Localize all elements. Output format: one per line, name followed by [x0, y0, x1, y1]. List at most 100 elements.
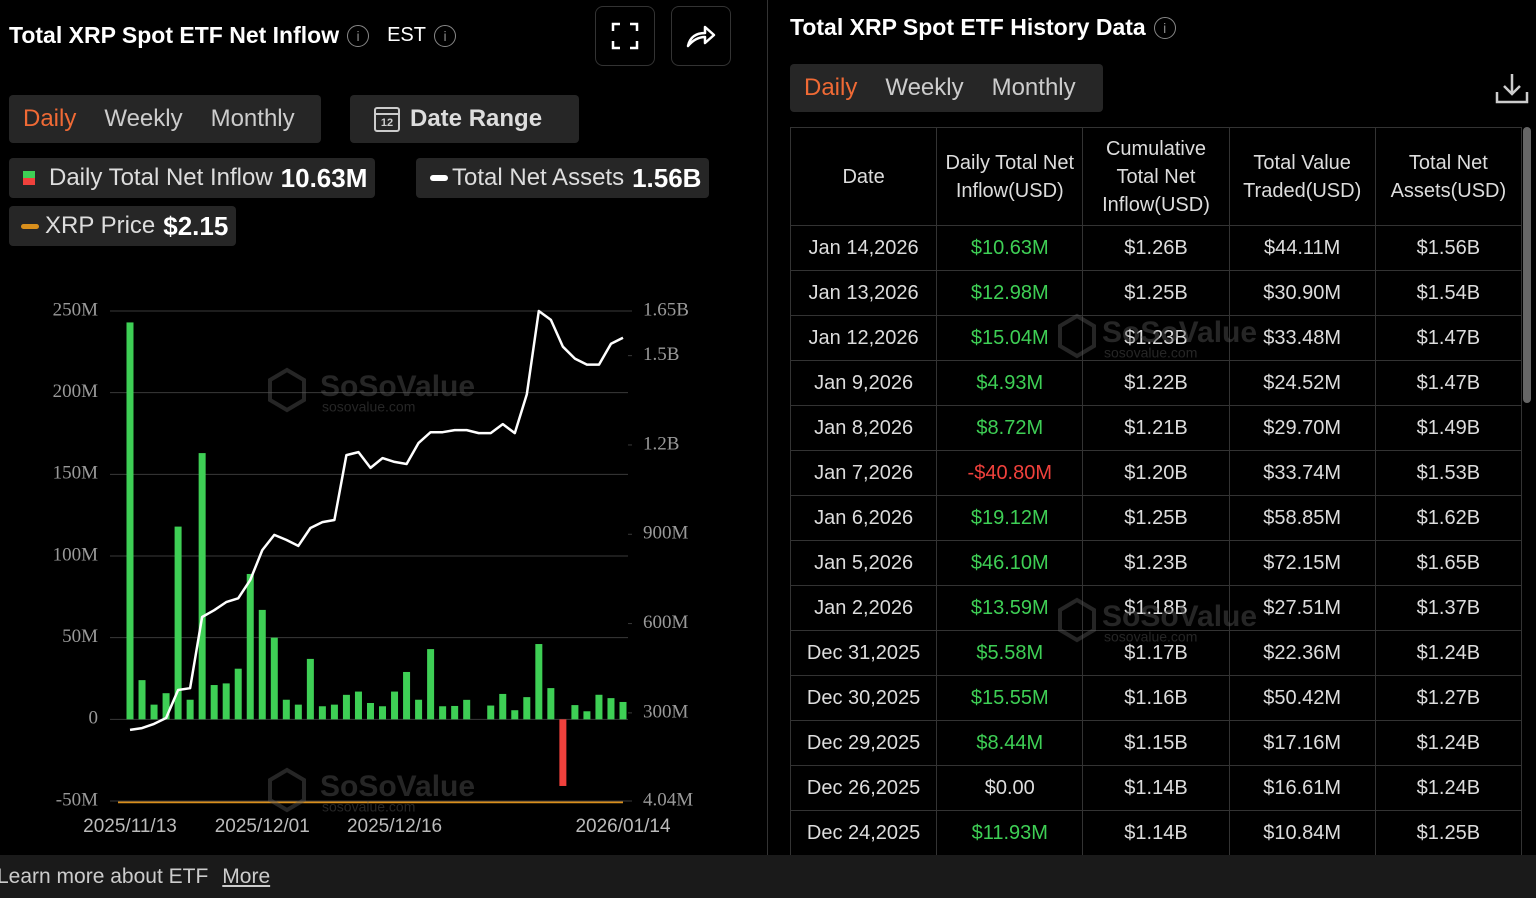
bar	[511, 710, 519, 720]
download-button[interactable]	[1494, 70, 1530, 111]
table-cell: $1.62B	[1374, 495, 1522, 541]
x-tick-label: 2025/11/13	[83, 816, 177, 837]
table-cell: $72.15M	[1228, 540, 1376, 586]
watermark-url: sosovalue.com	[322, 799, 415, 815]
table-cell: Jan 5,2026	[790, 540, 938, 586]
bar	[559, 719, 567, 786]
tab[interactable]: Weekly	[104, 105, 183, 132]
legend-value: $2.15	[163, 210, 229, 241]
table-cell: $10.63M	[936, 225, 1084, 271]
bar	[294, 704, 302, 720]
table-cell: Jan 8,2026	[790, 405, 938, 451]
footer-link[interactable]: More	[222, 864, 271, 888]
table-cell: $33.48M	[1228, 315, 1376, 361]
bar	[379, 706, 387, 720]
bar	[234, 668, 242, 720]
table-row: Jan 5,2026 $46.10M $1.23B $72.15M $1.65B	[790, 540, 1522, 586]
bar	[391, 691, 399, 720]
bar	[463, 699, 471, 720]
column-header: Cumulative Total Net Inflow(USD)	[1082, 127, 1230, 226]
divider	[767, 0, 768, 855]
date-range-label: Date Range	[410, 105, 543, 132]
column-header: Total Value Traded(USD)	[1228, 127, 1376, 226]
bar	[583, 711, 591, 720]
bar	[487, 705, 495, 720]
table-cell: $1.37B	[1374, 585, 1522, 631]
bar	[126, 322, 134, 720]
table-cell: $1.24B	[1374, 720, 1522, 766]
bar	[366, 703, 374, 720]
tab[interactable]: Daily	[23, 105, 77, 132]
table-row: Jan 9,2026 $4.93M $1.22B $24.52M $1.47B	[790, 360, 1522, 406]
watermark-logo	[268, 367, 306, 413]
y-tick-label: 200M	[53, 381, 99, 402]
legend-label: Total Net Assets	[452, 164, 625, 191]
table-cell: Jan 2,2026	[790, 585, 938, 631]
legend-item[interactable]: Daily Total Net Inflow 10.63M	[9, 158, 376, 198]
table-cell: $22.36M	[1228, 630, 1376, 676]
table-cell: $24.52M	[1228, 360, 1376, 406]
legend-value: 10.63M	[280, 162, 368, 193]
table-cell: $1.47B	[1374, 360, 1522, 406]
table-cell: $8.72M	[936, 405, 1084, 451]
table-cell: Dec 24,2025	[790, 810, 938, 855]
table-cell: $12.98M	[936, 270, 1084, 316]
calendar-icon: 12	[374, 107, 400, 132]
legend-item[interactable]: XRP Price $2.15	[9, 206, 237, 246]
bar	[330, 704, 338, 720]
share-button[interactable]	[671, 6, 731, 66]
timezone[interactable]: EST	[387, 24, 426, 46]
table-cell: Dec 26,2025	[790, 765, 938, 811]
table-cell: $1.25B	[1082, 495, 1230, 541]
fullscreen-icon	[611, 22, 639, 50]
table-row: Dec 31,2025 $5.58M $1.17B $22.36M $1.24B	[790, 630, 1522, 676]
table-cell: $1.18B	[1082, 585, 1230, 631]
history-table: Date Daily Total Net Inflow(USD) Cumulativ…	[790, 127, 1522, 855]
table-cell: $1.25B	[1082, 270, 1230, 316]
table-cell: $1.27B	[1374, 675, 1522, 721]
table-row: Dec 26,2025 $0.00 $1.14B $16.61M $1.24B	[790, 765, 1522, 811]
x-tick-label: 2025/12/01	[215, 816, 310, 837]
table-cell: $5.58M	[936, 630, 1084, 676]
bar	[619, 701, 627, 720]
y-tick-label: 150M	[53, 463, 99, 484]
bar	[439, 706, 447, 720]
legend-swatch	[430, 175, 448, 181]
table-cell: $1.49B	[1374, 405, 1522, 451]
fullscreen-button[interactable]	[595, 6, 655, 66]
tab[interactable]: Monthly	[991, 74, 1076, 101]
x-tick-label: 2025/12/16	[347, 816, 442, 837]
table-cell: -$40.80M	[936, 450, 1084, 496]
info-icon[interactable]: i	[347, 24, 370, 47]
table-header: Total XRP Spot ETF History Data i	[790, 14, 1176, 41]
y2-tick-label: 1.5B	[643, 344, 679, 365]
info-icon[interactable]: i	[434, 24, 456, 47]
table-cell: $1.20B	[1082, 450, 1230, 496]
bar	[138, 680, 146, 720]
y2-tick-label: 900M	[643, 523, 689, 544]
table-cell: Dec 29,2025	[790, 720, 938, 766]
tab[interactable]: Weekly	[885, 74, 964, 101]
table-cell: $15.04M	[936, 315, 1084, 361]
date-range-button[interactable]: 12 Date Range	[350, 95, 579, 143]
legend-label: XRP Price	[45, 212, 156, 239]
table-cell: $19.12M	[936, 495, 1084, 541]
svg-text:12: 12	[381, 117, 393, 129]
period-tabs: Daily Weekly Monthly	[790, 64, 1103, 112]
info-icon[interactable]: i	[1153, 16, 1176, 39]
bar	[607, 698, 615, 720]
tab[interactable]: Monthly	[210, 105, 295, 132]
watermark-brand: SoSoValue	[320, 370, 475, 403]
bar	[523, 697, 531, 720]
table-cell: $1.16B	[1082, 675, 1230, 721]
table-row: Dec 30,2025 $15.55M $1.16B $50.42M $1.27B	[790, 675, 1522, 721]
bar	[342, 694, 350, 720]
table-cell: Jan 6,2026	[790, 495, 938, 541]
legend-item[interactable]: Total Net Assets 1.56B	[416, 158, 710, 198]
scrollbar[interactable]	[1523, 127, 1531, 403]
x-tick-label: 2026/01/14	[575, 816, 671, 837]
table-cell: Dec 31,2025	[790, 630, 938, 676]
bar	[595, 694, 603, 720]
tab[interactable]: Daily	[804, 74, 858, 101]
table-cell: $8.44M	[936, 720, 1084, 766]
